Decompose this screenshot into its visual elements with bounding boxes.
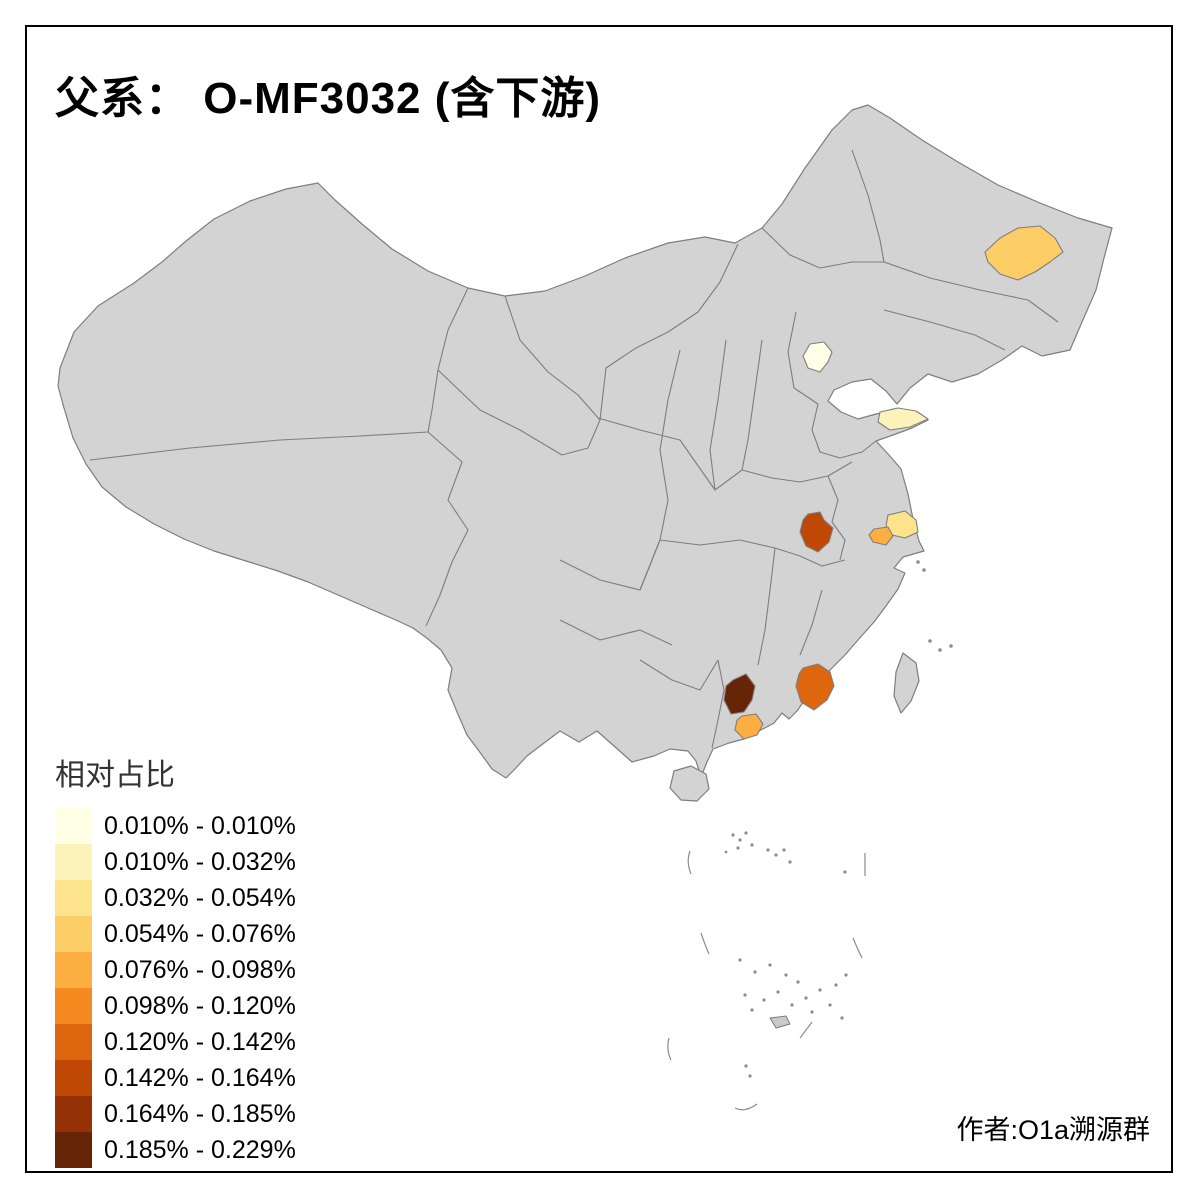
legend: 相对占比 0.010% - 0.010% 0.010% - 0.032% 0.0… <box>55 750 395 1168</box>
legend-swatch <box>55 1024 92 1060</box>
legend-swatch <box>55 880 92 916</box>
legend-swatch <box>55 1096 92 1132</box>
legend-swatch <box>55 916 92 952</box>
map-region-heilongjiang-central <box>984 225 1064 281</box>
province-borders <box>89 149 1059 749</box>
legend-swatch <box>55 988 92 1024</box>
legend-row: 0.032% - 0.054% <box>55 880 395 916</box>
hainan-island <box>669 765 710 802</box>
map-region-shandong-east <box>877 407 929 431</box>
legend-row: 0.185% - 0.229% <box>55 1132 395 1168</box>
taiwan-island <box>893 652 920 714</box>
legend-swatch <box>55 1132 92 1168</box>
legend-bin-label: 0.142% - 0.164% <box>104 1063 296 1092</box>
map-region-jiangsu-south <box>868 526 894 546</box>
legend-bin-label: 0.076% - 0.098% <box>104 955 296 984</box>
legend-swatch <box>55 844 92 880</box>
legend-bin-label: 0.032% - 0.054% <box>104 883 296 912</box>
legend-row: 0.054% - 0.076% <box>55 916 395 952</box>
legend-row: 0.142% - 0.164% <box>55 1060 395 1096</box>
plot-frame <box>25 25 1173 1173</box>
legend-row: 0.076% - 0.098% <box>55 952 395 988</box>
legend-row: 0.098% - 0.120% <box>55 988 395 1024</box>
map-region-beijing <box>802 341 833 373</box>
south-china-sea-islands <box>724 560 953 1078</box>
legend-bin-label: 0.054% - 0.076% <box>104 919 296 948</box>
legend-bin-label: 0.164% - 0.185% <box>104 1099 296 1128</box>
legend-title: 相对占比 <box>55 759 175 792</box>
legend-row: 0.010% - 0.010% <box>55 808 395 844</box>
attribution-text: 作者:O1a溯源群 <box>956 1115 1150 1145</box>
legend-bin-label: 0.120% - 0.142% <box>104 1027 296 1056</box>
page-title: 父系： O-MF3032 (含下游) <box>55 74 602 123</box>
legend-swatch <box>55 952 92 988</box>
legend-swatch <box>55 1060 92 1096</box>
china-mainland <box>57 104 1113 779</box>
legend-bin-label: 0.010% - 0.010% <box>104 811 296 840</box>
legend-swatch <box>55 808 92 844</box>
legend-bin-label: 0.010% - 0.032% <box>104 847 296 876</box>
map-region-anhui-central <box>799 511 834 553</box>
legend-row: 0.120% - 0.142% <box>55 1024 395 1060</box>
legend-bin-label: 0.185% - 0.229% <box>104 1135 296 1164</box>
legend-bin-label: 0.098% - 0.120% <box>104 991 296 1020</box>
legend-row: 0.010% - 0.032% <box>55 844 395 880</box>
map-region-guangdong-east <box>795 663 835 711</box>
map-region-guangdong-southwest <box>734 713 764 740</box>
map-region-guangdong-west <box>723 673 756 715</box>
legend-row: 0.164% - 0.185% <box>55 1096 395 1132</box>
neighbor-coastlines <box>667 850 866 1111</box>
